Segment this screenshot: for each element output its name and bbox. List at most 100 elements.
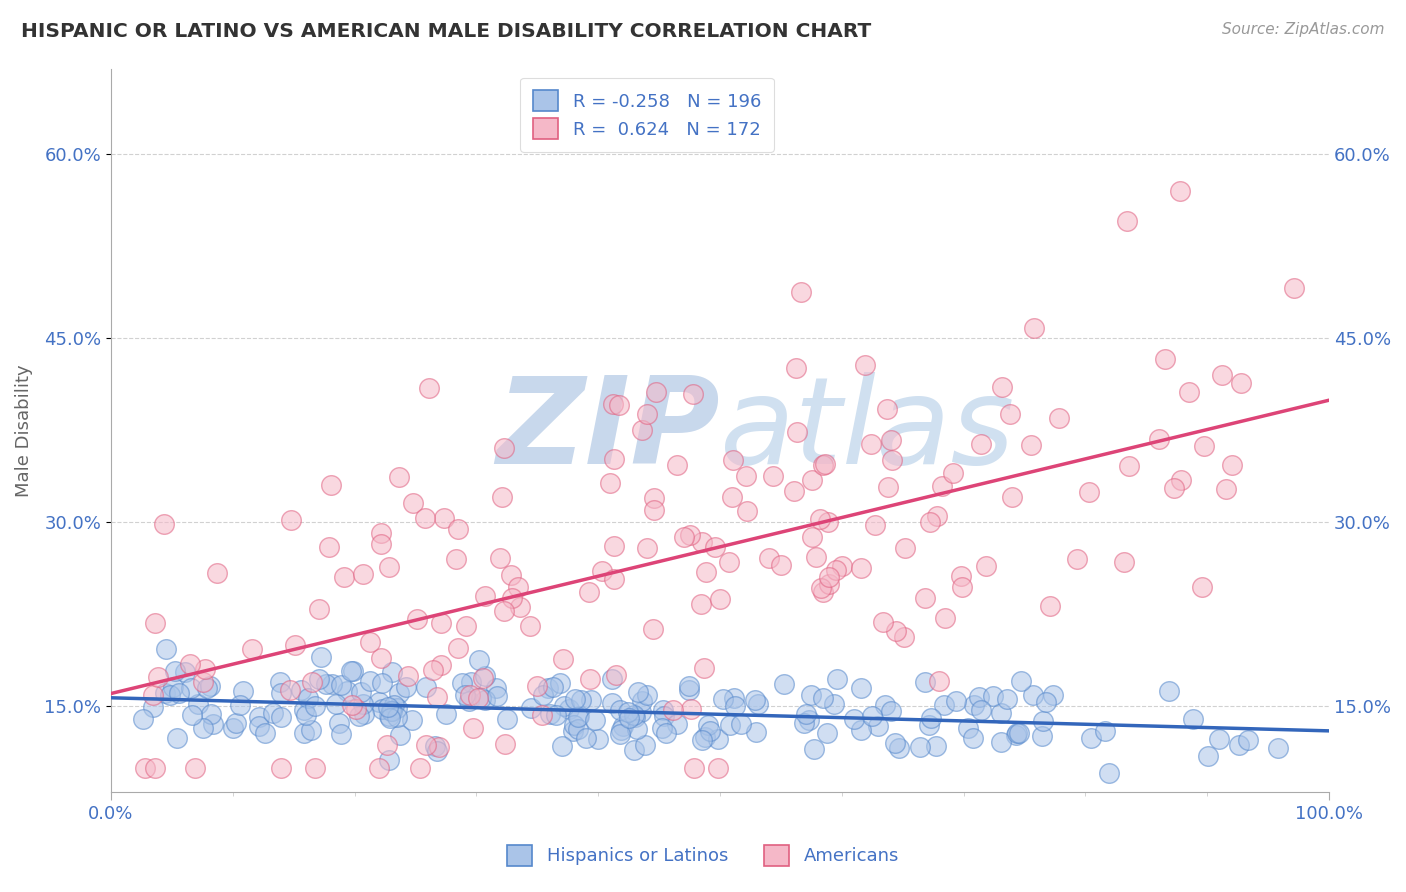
Point [395,680,418,694]
Point [709,591,731,606]
Point [866,719,889,733]
Point [368,761,391,775]
Point [783,483,806,498]
Point [1042,688,1064,702]
Point [970,703,993,717]
Point [319,478,342,492]
Point [325,697,347,711]
Point [401,713,423,727]
Point [444,552,467,566]
Point [974,559,997,574]
Point [388,686,411,700]
Point [689,598,711,612]
Point [723,691,745,706]
Point [350,684,373,698]
Point [145,616,167,631]
Point [169,686,191,700]
Point [962,731,984,745]
Point [612,719,634,733]
Point [893,631,915,645]
Point [785,361,807,376]
Point [330,727,353,741]
Point [1024,321,1046,335]
Point [385,701,408,715]
Point [683,761,706,775]
Point [623,743,645,757]
Point [876,402,898,417]
Point [142,699,165,714]
Point [321,677,343,691]
Point [1215,483,1237,497]
Point [1237,733,1260,747]
Point [447,522,470,536]
Point [610,723,633,738]
Point [304,698,326,713]
Point [396,669,419,683]
Point [682,387,704,401]
Point [1147,432,1170,446]
Point [1170,473,1192,487]
Point [336,684,359,698]
Point [269,675,291,690]
Point [1047,411,1070,425]
Point [665,458,688,472]
Point [159,688,181,702]
Point [1008,725,1031,739]
Point [488,551,510,566]
Point [925,508,948,523]
Point [721,453,744,467]
Point [1154,352,1177,367]
Point [474,669,496,683]
Point [605,667,627,681]
Point [153,686,176,700]
Point [375,739,398,753]
Point [1267,741,1289,756]
Point [991,380,1014,394]
Point [415,738,437,752]
Point [225,716,247,731]
Point [797,713,820,727]
Point [418,381,440,395]
Point [409,761,432,775]
Point [801,473,824,487]
Point [706,761,728,775]
Point [301,675,323,690]
Point [893,541,915,555]
Point [491,490,513,504]
Point [567,710,589,724]
Point [1208,731,1230,746]
Point [569,693,592,707]
Point [849,561,872,575]
Point [583,713,606,727]
Point [770,558,793,572]
Point [180,707,202,722]
Point [370,676,392,690]
Point [859,437,882,451]
Point [581,692,603,706]
Point [849,723,872,737]
Point [678,679,700,693]
Point [270,761,292,775]
Point [990,734,1012,748]
Point [602,451,624,466]
Point [661,703,683,717]
Point [509,599,531,614]
Point [695,565,717,579]
Point [520,700,543,714]
Point [195,681,218,696]
Point [882,453,904,467]
Point [1114,555,1136,569]
Point [501,567,523,582]
Point [666,717,689,731]
Point [531,688,554,702]
Point [1211,368,1233,383]
Point [747,697,769,711]
Point [873,698,896,712]
Point [603,539,626,553]
Legend: R = -0.258   N = 196, R =  0.624   N = 172: R = -0.258 N = 196, R = 0.624 N = 172 [520,78,773,152]
Point [1001,491,1024,505]
Point [1078,485,1101,500]
Text: HISPANIC OR LATINO VS AMERICAN MALE DISABILITY CORRELATION CHART: HISPANIC OR LATINO VS AMERICAN MALE DISA… [21,22,872,41]
Point [447,641,470,656]
Point [793,716,815,731]
